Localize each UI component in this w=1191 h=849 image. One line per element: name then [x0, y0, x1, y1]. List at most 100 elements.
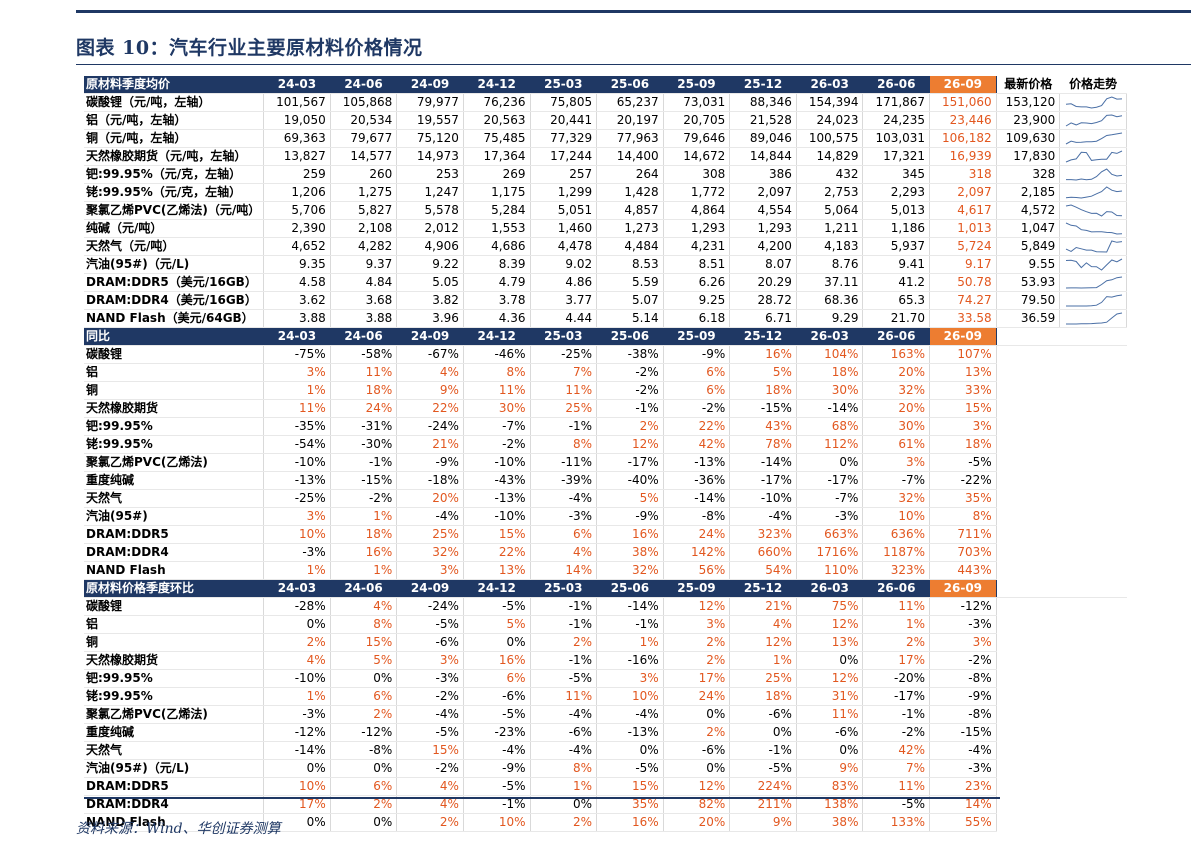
trend-cell: [1059, 237, 1127, 256]
price-cell: 9.22: [396, 255, 464, 274]
change-cell: 30%: [796, 381, 864, 400]
price-cell: 3.82: [396, 291, 464, 310]
price-cell: 269: [463, 165, 531, 184]
empty-cell: [1060, 364, 1127, 382]
period-header: 26-09: [929, 76, 997, 94]
empty-cell: [1060, 778, 1127, 796]
change-cell: -17%: [862, 687, 931, 706]
trend-cell: [1059, 147, 1127, 166]
change-cell: 2%: [663, 723, 731, 742]
sparkline: [1066, 312, 1123, 325]
period-header: 24-06: [330, 76, 398, 94]
change-cell: 18%: [330, 381, 398, 400]
change-cell: -38%: [596, 345, 664, 364]
change-cell: 4%: [396, 777, 464, 796]
price-row: 天然橡胶期货（元/吨，左轴） 13,827 14,577 14,973 17,364 17…: [84, 147, 1127, 166]
empty-cell: [996, 814, 1060, 832]
empty-cell: [1060, 400, 1127, 418]
change-cell: 7%: [530, 363, 598, 382]
empty-cell: [1060, 544, 1127, 562]
empty-cell: [996, 598, 1060, 616]
section-header-label: 原材料价格季度环比: [84, 579, 265, 598]
empty-cell: [1060, 454, 1127, 472]
period-header: 25-06: [596, 76, 664, 94]
change-cell: -5%: [396, 615, 464, 634]
period-header: 26-03: [796, 327, 864, 346]
qoq-row: 钯:99.95% -10% 0% -3% 6% -5% 3% 17% 25% 12% -20% -8%: [84, 669, 1127, 688]
trend-cell: [1059, 165, 1127, 184]
change-cell: -54%: [263, 435, 331, 454]
price-row: 铑:99.95%（元/克，左轴） 1,206 1,275 1,247 1,175 1,29…: [84, 183, 1127, 202]
period-header: 26-03: [796, 579, 864, 598]
change-cell: -14%: [796, 399, 864, 418]
price-cell: 68.36: [796, 291, 864, 310]
empty-cell: [1060, 562, 1127, 580]
change-cell: 32%: [862, 381, 931, 400]
qoq-row: NAND Flash 0% 0% 2% 10% 2% 16% 20% 9% 38% 133% 55%: [84, 813, 1127, 832]
empty-cell: [1060, 634, 1127, 652]
sparkline-path: [1065, 132, 1123, 145]
change-cell: -67%: [396, 345, 464, 364]
latest-price-header: 最新价格: [996, 76, 1060, 94]
change-cell: -2%: [596, 363, 664, 382]
change-cell: -1%: [862, 705, 931, 724]
change-cell: -22%: [929, 471, 997, 490]
empty-cell: [1060, 724, 1127, 742]
change-cell: 20%: [862, 399, 931, 418]
material-name: 聚氯乙烯PVC(乙烯法)（元/吨）: [84, 201, 265, 220]
change-cell: 12%: [796, 615, 864, 634]
price-cell: 9.25: [663, 291, 731, 310]
change-cell: -1%: [530, 417, 598, 436]
price-cell: 17,321: [862, 147, 931, 166]
change-cell: -5%: [463, 777, 531, 796]
price-cell: 9.02: [530, 255, 598, 274]
change-cell: 138%: [796, 795, 864, 814]
change-cell: 18%: [929, 435, 997, 454]
empty-cell: [996, 327, 1060, 346]
price-cell: 76,236: [463, 93, 531, 112]
empty-cell: [996, 364, 1060, 382]
price-cell: 3.78: [463, 291, 531, 310]
price-cell: 2,012: [396, 219, 464, 238]
price-cell: 6.71: [729, 309, 797, 328]
empty-cell: [996, 418, 1060, 436]
empty-cell: [996, 706, 1060, 724]
material-name: 天然气（元/吨）: [84, 237, 265, 256]
change-cell: -1%: [530, 597, 598, 616]
section3-header-row: 原材料价格季度环比 24-03 24-06 24-09 24-12 25-03 25-06 2…: [84, 579, 1127, 598]
change-cell: -12%: [263, 723, 331, 742]
latest-price-cell: 36.59: [996, 309, 1061, 328]
change-cell: 24%: [330, 399, 398, 418]
change-cell: -5%: [530, 669, 598, 688]
change-cell: -9%: [463, 759, 531, 778]
period-header: 25-03: [530, 579, 598, 598]
price-cell: 1,460: [530, 219, 598, 238]
empty-cell: [996, 670, 1060, 688]
price-cell: 171,867: [862, 93, 931, 112]
change-cell: 18%: [729, 381, 797, 400]
change-cell: 31%: [796, 687, 864, 706]
qoq-row: DRAM:DDR4 17% 2% 4% -1% 0% 35% 82% 211% 138% -5% 14…: [84, 795, 1127, 814]
material-name: 铜: [84, 633, 265, 652]
price-cell: 1,428: [596, 183, 664, 202]
price-row: 碳酸锂（元/吨，左轴） 101,567 105,868 79,977 76,236 75,…: [84, 93, 1127, 112]
change-cell: -13%: [263, 471, 331, 490]
material-name: 铝: [84, 615, 265, 634]
empty-cell: [1060, 616, 1127, 634]
change-cell: -6%: [663, 741, 731, 760]
change-cell: -5%: [729, 759, 797, 778]
change-cell: 107%: [929, 345, 997, 364]
price-cell: 253: [396, 165, 464, 184]
change-cell: 12%: [663, 777, 731, 796]
change-cell: 6%: [330, 777, 398, 796]
change-cell: -11%: [530, 453, 598, 472]
price-cell: 4,554: [729, 201, 797, 220]
change-cell: -1%: [596, 399, 664, 418]
change-cell: 38%: [596, 543, 664, 562]
material-name: 汽油(95#)（元/L): [84, 759, 265, 778]
price-cell: 264: [596, 165, 664, 184]
change-cell: 20%: [663, 813, 731, 832]
latest-price-cell: 17,830: [996, 147, 1061, 166]
change-cell: -1%: [596, 615, 664, 634]
change-cell: 163%: [862, 345, 931, 364]
